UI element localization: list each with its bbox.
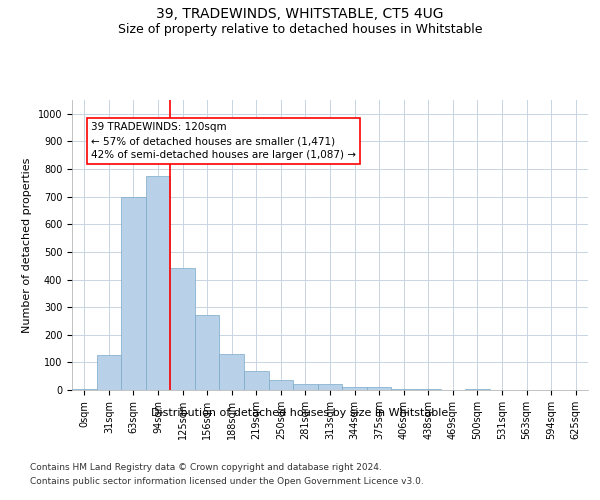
Bar [220,354,244,390]
Bar [146,176,170,390]
Y-axis label: Number of detached properties: Number of detached properties [22,158,32,332]
Bar [244,370,269,390]
Bar [121,196,146,390]
Bar [170,268,195,390]
Bar [465,388,490,390]
Bar [391,388,416,390]
Bar [97,356,121,390]
Text: Contains public sector information licensed under the Open Government Licence v3: Contains public sector information licen… [30,478,424,486]
Text: 39 TRADEWINDS: 120sqm
← 57% of detached houses are smaller (1,471)
42% of semi-d: 39 TRADEWINDS: 120sqm ← 57% of detached … [91,122,356,160]
Bar [195,316,220,390]
Text: Size of property relative to detached houses in Whitstable: Size of property relative to detached ho… [118,22,482,36]
Bar [72,388,97,390]
Bar [269,380,293,390]
Text: 39, TRADEWINDS, WHITSTABLE, CT5 4UG: 39, TRADEWINDS, WHITSTABLE, CT5 4UG [156,8,444,22]
Text: Contains HM Land Registry data © Crown copyright and database right 2024.: Contains HM Land Registry data © Crown c… [30,462,382,471]
Bar [342,387,367,390]
Bar [293,384,318,390]
Text: Distribution of detached houses by size in Whitstable: Distribution of detached houses by size … [151,408,449,418]
Bar [367,387,391,390]
Bar [416,388,440,390]
Bar [318,384,342,390]
